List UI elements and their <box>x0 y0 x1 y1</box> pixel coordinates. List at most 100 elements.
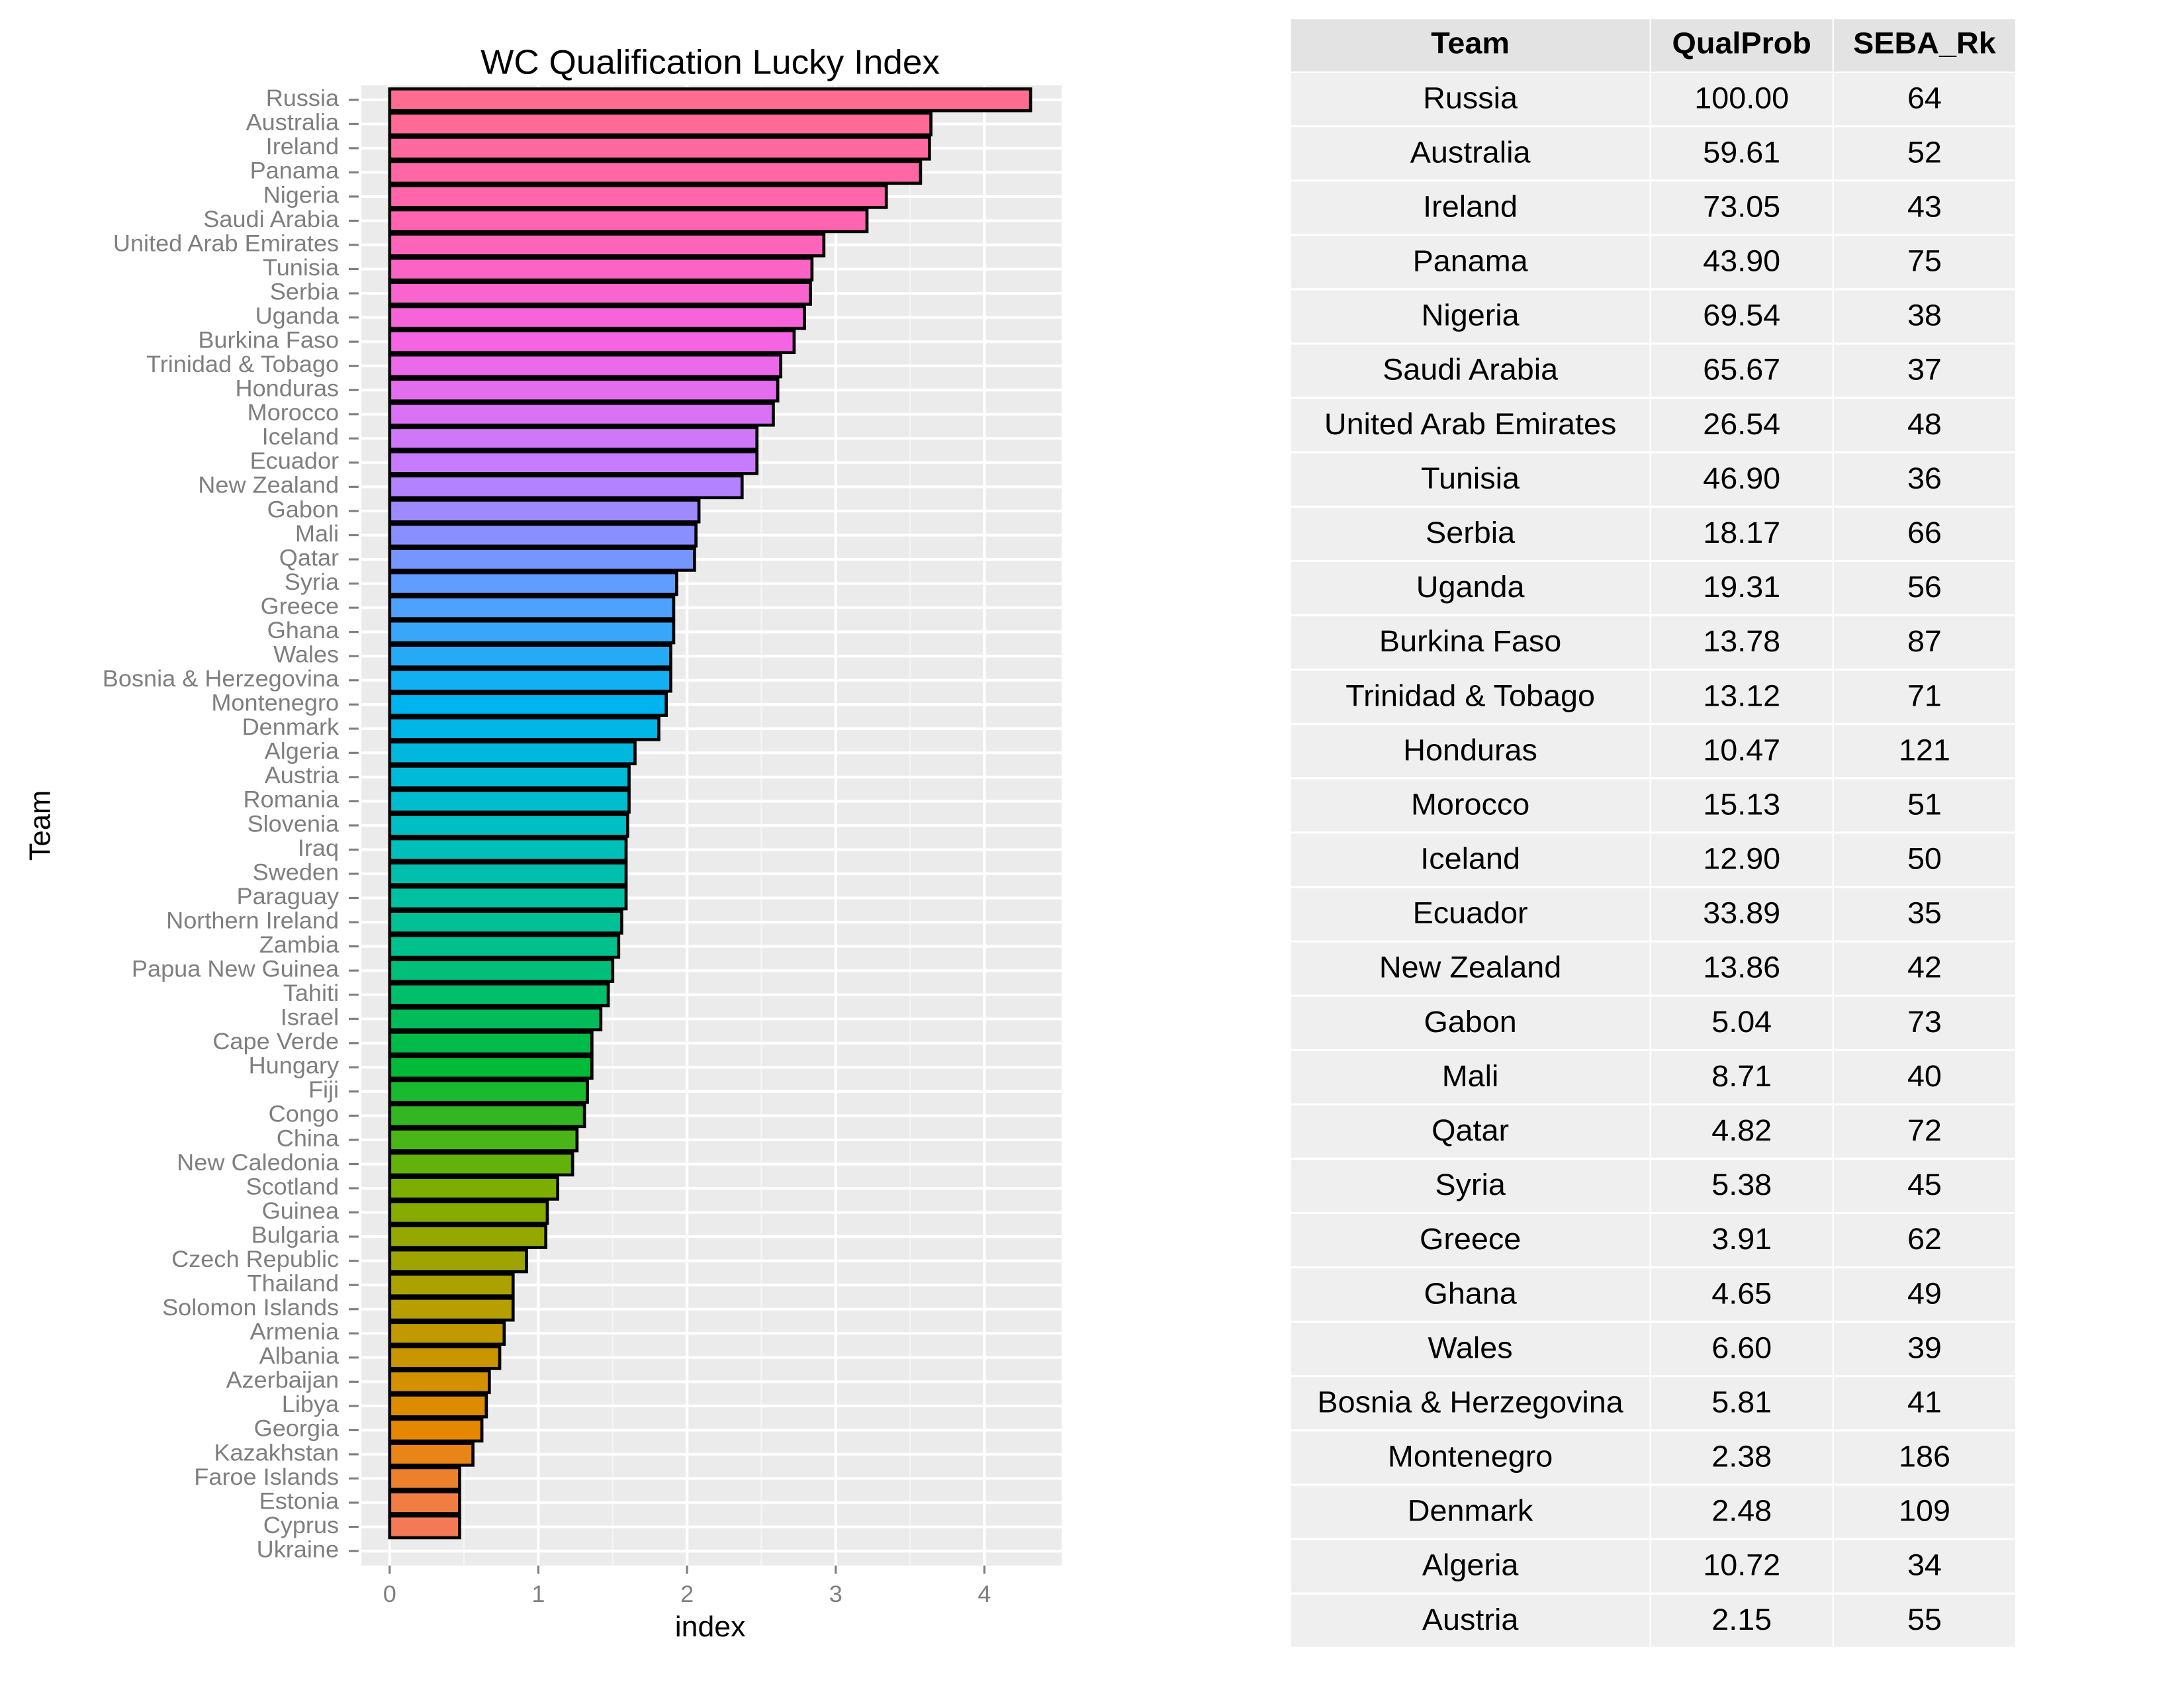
y-tick-label: Kazakhstan <box>214 1440 339 1466</box>
y-tick-label: Romania <box>244 786 340 813</box>
bar <box>388 885 628 911</box>
bar <box>388 667 672 693</box>
cell-text: 52 <box>1907 135 1942 169</box>
cell-text: Ecuador <box>1413 896 1528 929</box>
bar <box>388 910 623 935</box>
y-tick-label: Estonia <box>259 1488 340 1515</box>
cell-text: 33.89 <box>1703 896 1780 929</box>
y-tick-label: Albania <box>259 1342 340 1369</box>
cell-text: 69.54 <box>1703 298 1780 332</box>
bar <box>388 788 631 814</box>
table-cell <box>1833 996 2016 1049</box>
table-cell <box>1833 616 2016 669</box>
table-cell <box>1651 942 1833 995</box>
y-tick-label: New Zealand <box>198 472 339 498</box>
cell-text: 50 <box>1907 841 1942 875</box>
table-cell <box>1833 236 2016 289</box>
cell-text: Trinidad & Tobago <box>1345 679 1595 712</box>
y-tick-label: Papua New Guinea <box>132 956 339 982</box>
table-cell <box>1833 290 2016 343</box>
table-cell <box>1291 73 1650 126</box>
table-cell <box>1651 73 1833 126</box>
cell-text: 38 <box>1907 298 1942 332</box>
bar <box>388 1006 603 1031</box>
table-cell <box>1291 290 1650 343</box>
cell-text: 73.05 <box>1703 189 1780 223</box>
y-tick-label: Ecuador <box>250 448 340 475</box>
table-cell <box>1833 1485 2016 1538</box>
bar <box>388 1272 515 1297</box>
y-tick-label: Libya <box>282 1391 339 1418</box>
y-tick-label: Thailand <box>248 1270 340 1297</box>
cell-text: 10.47 <box>1703 733 1780 767</box>
y-tick-label: Uganda <box>255 303 340 329</box>
table-cell <box>1651 996 1833 1049</box>
table-cell <box>1651 236 1833 289</box>
y-tick-label: New Caledonia <box>177 1149 339 1176</box>
cell-text: Panama <box>1413 244 1528 277</box>
bar <box>388 1345 502 1370</box>
y-tick-label: Serbia <box>270 279 340 305</box>
y-tick-label: Faroe Islands <box>194 1464 339 1490</box>
table-cell <box>1291 1214 1650 1267</box>
cell-text: 51 <box>1907 787 1942 821</box>
y-tick-label: Czech Republic <box>171 1246 339 1272</box>
bar <box>388 256 814 282</box>
cell-text: 19.31 <box>1703 570 1780 604</box>
cell-text: 56 <box>1907 570 1942 604</box>
table-cell <box>1833 344 2016 397</box>
cell-text: Mali <box>1442 1058 1499 1092</box>
cell-text: United Arab Emirates <box>1324 406 1617 440</box>
table-cell <box>1291 1540 1650 1593</box>
table-cell <box>1833 779 2016 832</box>
cell-text: 72 <box>1907 1113 1942 1147</box>
y-tick-label: Cape Verde <box>212 1028 339 1055</box>
table-cell <box>1651 181 1833 234</box>
cell-text: 186 <box>1899 1439 1950 1473</box>
cell-text: 5.38 <box>1711 1168 1772 1201</box>
y-axis-title: Team <box>24 790 57 861</box>
y-tick-label: Georgia <box>254 1415 340 1442</box>
y-tick-label: Denmark <box>242 714 340 740</box>
y-tick-label: Bosnia & Herzegovina <box>103 665 339 692</box>
bar <box>388 837 628 863</box>
x-tick-label: 4 <box>978 1581 991 1607</box>
cell-text: 5.04 <box>1711 1004 1772 1038</box>
bar <box>388 377 780 402</box>
y-tick-label: Tunisia <box>263 254 339 281</box>
y-tick-label: Guinea <box>262 1197 340 1224</box>
table-cell <box>1833 507 2016 560</box>
cell-text: 66 <box>1907 515 1942 549</box>
y-tick-label: Ghana <box>267 617 340 643</box>
x-axis-title: index <box>675 1611 746 1643</box>
y-tick-label: Solomon Islands <box>162 1294 339 1321</box>
cell-text: 75 <box>1907 244 1942 277</box>
bar <box>388 765 631 790</box>
bar <box>388 1151 574 1177</box>
header-cell <box>1833 19 2016 72</box>
table-cell <box>1291 725 1650 778</box>
header-cell <box>1291 19 1650 72</box>
cell-text: 100.00 <box>1694 81 1789 115</box>
y-tick-label: Algeria <box>265 738 340 765</box>
table-cell <box>1291 1159 1650 1212</box>
cell-text: 49 <box>1907 1276 1942 1310</box>
y-tick-label: Saudi Arabia <box>203 206 339 232</box>
cell-text: Greece <box>1420 1222 1521 1256</box>
cell-text: 6.60 <box>1711 1331 1772 1364</box>
table-cell <box>1833 73 2016 126</box>
cell-text: 121 <box>1899 733 1950 767</box>
table-cell <box>1291 1105 1650 1158</box>
cell-text: Saudi Arabia <box>1383 352 1558 386</box>
y-tick-label: Hungary <box>249 1053 340 1079</box>
table-cell <box>1833 1051 2016 1103</box>
y-tick-label: United Arab Emirates <box>113 230 339 257</box>
table-cell <box>1291 181 1650 234</box>
bar <box>388 402 775 427</box>
cell-text: 2.38 <box>1711 1439 1772 1473</box>
cell-text: 64 <box>1907 81 1942 115</box>
bar <box>388 933 621 959</box>
table-cell <box>1833 725 2016 778</box>
y-tick-label: Congo <box>269 1101 339 1127</box>
y-tick-label: Northern Ireland <box>166 908 339 934</box>
